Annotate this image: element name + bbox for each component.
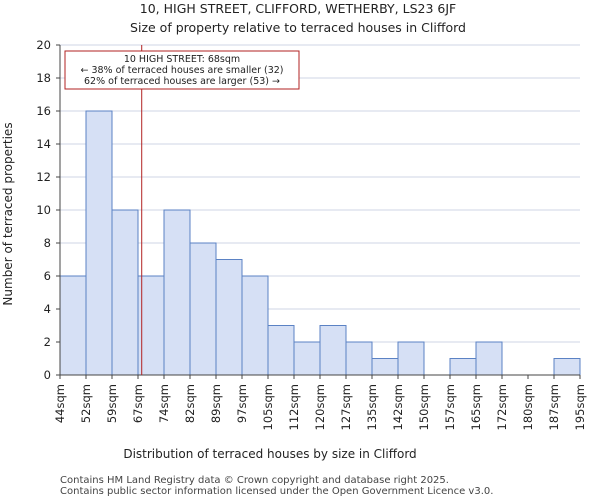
bar-59sqm bbox=[111, 209, 139, 376]
annotation-box: 10 HIGH STREET: 68sqm ← 38% of terraced … bbox=[64, 50, 300, 90]
y-tick-label: 18 bbox=[36, 71, 51, 85]
x-tick-label: 120sqm bbox=[313, 384, 327, 430]
bar-187sqm bbox=[553, 358, 581, 376]
y-tick-label: 8 bbox=[44, 236, 51, 250]
y-tick-label: 14 bbox=[36, 137, 51, 151]
footer-line-1: Contains HM Land Registry data © Crown c… bbox=[60, 475, 449, 486]
x-tick-label: 44sqm bbox=[53, 384, 67, 423]
bar-142sqm bbox=[397, 341, 425, 376]
x-tick-label: 67sqm bbox=[131, 384, 145, 423]
bar-82sqm bbox=[189, 242, 217, 376]
x-tick-label: 105sqm bbox=[261, 384, 275, 430]
x-tick-labels: 44sqm 52sqm 59sqm 67sqm 74sqm 82sqm 89sqm 97sqm… bbox=[53, 375, 587, 430]
x-axis-label: Distribution of terraced houses by size … bbox=[123, 447, 416, 461]
y-tick-label: 4 bbox=[44, 302, 51, 316]
annotation-larger: 62% of terraced houses are larger (53) → bbox=[84, 76, 280, 87]
bar-67sqm bbox=[137, 275, 165, 376]
x-tick-label: 150sqm bbox=[417, 384, 431, 430]
bar-89sqm bbox=[215, 259, 243, 376]
bar-74sqm bbox=[163, 209, 191, 376]
x-tick-label: 142sqm bbox=[391, 384, 405, 430]
y-tick-label: 12 bbox=[36, 170, 51, 184]
x-tick-label: 157sqm bbox=[443, 384, 457, 430]
annotation-title: 10 HIGH STREET: 68sqm bbox=[124, 54, 240, 65]
y-tick-label: 20 bbox=[36, 38, 51, 52]
bar-52sqm bbox=[85, 110, 113, 376]
y-tick-label: 6 bbox=[44, 269, 51, 283]
bar-105sqm bbox=[267, 325, 295, 376]
y-tick-labels: 0 2 4 6 8 10 12 14 16 18 20 bbox=[36, 38, 60, 382]
bars bbox=[59, 110, 581, 376]
bar-157sqm bbox=[449, 358, 477, 376]
annotation-frame bbox=[64, 50, 300, 90]
x-tick-label: 89sqm bbox=[209, 384, 223, 423]
bar-97sqm bbox=[241, 275, 269, 376]
x-tick-label: 112sqm bbox=[287, 384, 301, 430]
y-tick-label: 2 bbox=[44, 335, 51, 349]
chart-subtitle: Size of property relative to terraced ho… bbox=[130, 20, 466, 35]
bar-135sqm bbox=[371, 358, 399, 376]
x-tick-label: 165sqm bbox=[469, 384, 483, 430]
x-tick-label: 52sqm bbox=[79, 384, 93, 423]
x-tick-label: 59sqm bbox=[105, 384, 119, 423]
x-tick-label: 187sqm bbox=[547, 384, 561, 430]
bar-112sqm bbox=[293, 341, 321, 376]
bar-44sqm bbox=[59, 275, 87, 376]
x-tick-label: 97sqm bbox=[235, 384, 249, 423]
y-tick-label: 16 bbox=[36, 104, 51, 118]
footer-line-2: Contains public sector information licen… bbox=[60, 486, 493, 497]
chart-title: 10, HIGH STREET, CLIFFORD, WETHERBY, LS2… bbox=[140, 1, 456, 16]
y-tick-label: 10 bbox=[36, 203, 51, 217]
x-tick-label: 195sqm bbox=[573, 384, 587, 430]
x-tick-label: 127sqm bbox=[339, 384, 353, 430]
bar-165sqm bbox=[475, 341, 503, 376]
bar-127sqm bbox=[345, 341, 373, 376]
annotation-smaller: ← 38% of terraced houses are smaller (32… bbox=[80, 65, 283, 76]
x-tick-label: 180sqm bbox=[521, 384, 535, 430]
x-tick-label: 172sqm bbox=[495, 384, 509, 430]
x-tick-label: 82sqm bbox=[183, 384, 197, 423]
x-tick-label: 135sqm bbox=[365, 384, 379, 430]
y-tick-label: 0 bbox=[44, 368, 51, 382]
y-axis-label: Number of terraced properties bbox=[1, 122, 15, 305]
bar-120sqm bbox=[319, 325, 347, 376]
x-tick-label: 74sqm bbox=[157, 384, 171, 423]
